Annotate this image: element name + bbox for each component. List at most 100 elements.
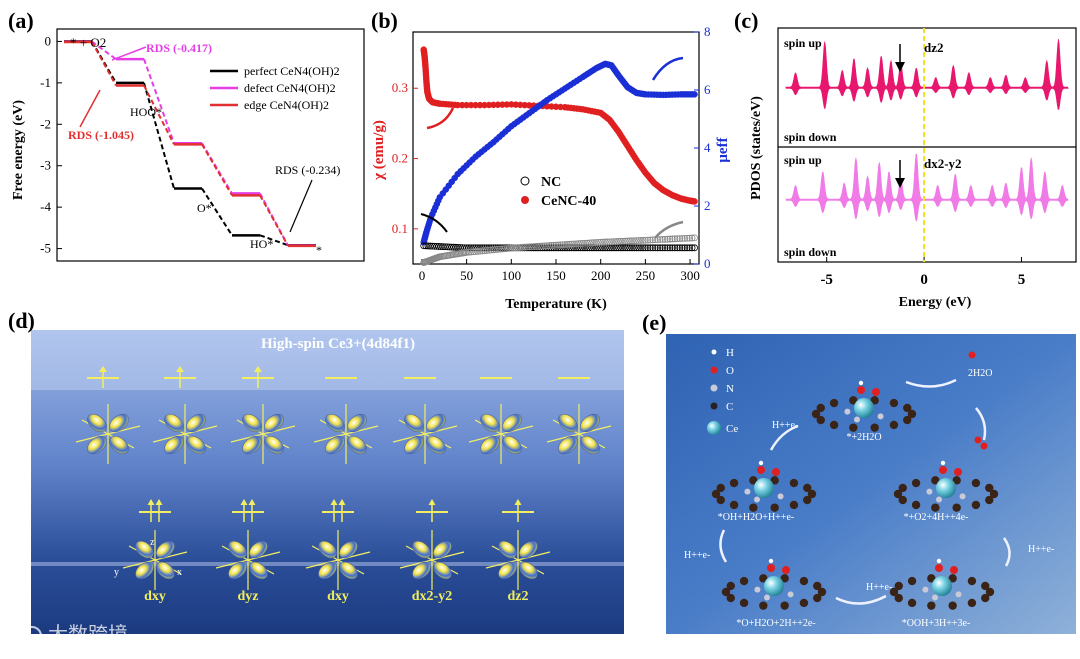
- data-point: [577, 240, 584, 247]
- x-tick-label-b: 200: [591, 268, 611, 283]
- data-point: [523, 243, 531, 251]
- orbital-lobe: [519, 561, 538, 580]
- spin-arrowhead: [514, 499, 522, 505]
- orbital-lobe: [412, 540, 431, 559]
- data-point: [639, 244, 647, 252]
- series-b: [420, 46, 698, 266]
- y-tick-label-a: -1: [40, 75, 51, 90]
- data-point: [550, 241, 558, 249]
- orbital-lobe: [135, 561, 154, 580]
- data-point: [521, 243, 529, 251]
- orbital-lobe: [242, 435, 262, 455]
- orbital-lobe: [156, 540, 175, 559]
- carbon-atom: [911, 500, 921, 510]
- orbital-bottom-label: dx2-y2: [924, 156, 962, 171]
- orbital-labels: dxy dyz dxy dx2-y2 dz2: [144, 589, 528, 604]
- x-axis-label-b: Temperature (K): [505, 297, 607, 312]
- carbon-atom: [789, 478, 799, 488]
- panel-d-svg: (d) High-spin Ce3+(4d84f1) z y x dxy dyz d…: [8, 308, 624, 634]
- data-point: [492, 244, 500, 252]
- energy-connector: [91, 41, 117, 87]
- data-point: [669, 235, 676, 243]
- y-axis-label-a: Free energy (eV): [11, 100, 26, 200]
- free-o2-oxygen: [974, 436, 982, 444]
- cycle-arrows: 2H2O H++e- H++e- H++e- H++e-: [684, 351, 1054, 605]
- carbon-atom: [829, 398, 839, 408]
- data-point: [539, 244, 546, 252]
- data-point: [541, 244, 549, 252]
- carbon-atom: [948, 601, 957, 610]
- orbital-lobe: [433, 561, 452, 580]
- data-point: [496, 245, 504, 253]
- data-point: [557, 241, 564, 249]
- carbon-atom: [894, 593, 903, 603]
- panel-e-label: (e): [642, 310, 666, 335]
- data-point: [498, 245, 506, 253]
- data-point: [503, 245, 511, 252]
- data-point: [641, 236, 649, 244]
- legend-edge: edge CeN4(OH)2: [244, 98, 329, 112]
- panel-d-sky: [31, 330, 624, 390]
- data-point: [664, 244, 671, 252]
- state-label: *+2H2O: [846, 432, 881, 443]
- cerium-atom: [754, 478, 774, 498]
- carbon-atom: [813, 581, 822, 591]
- nitrogen-atom: [753, 496, 760, 503]
- legend-perfect: perfect CeN4(OH)2: [244, 64, 340, 78]
- carbon-atom: [729, 500, 739, 510]
- data-point: [683, 244, 691, 252]
- data-point: [492, 246, 500, 253]
- carbon-atom: [759, 574, 768, 583]
- data-point: [666, 235, 674, 243]
- data-point: [688, 244, 696, 252]
- data-point: [570, 244, 578, 252]
- carbon-atom: [803, 495, 812, 505]
- watermark-text: 大数跨境: [48, 622, 128, 646]
- nitrogen-atom: [955, 591, 962, 598]
- data-point: [530, 243, 538, 251]
- y-right-tick-label-b: 8: [704, 24, 711, 39]
- legend-atom-label: Ce: [726, 423, 738, 435]
- data-point: [581, 239, 589, 247]
- data-point: [465, 244, 473, 252]
- orbital-lobe: [87, 435, 107, 455]
- orbital-model: [392, 404, 458, 464]
- data-point: [568, 240, 576, 248]
- data-point: [441, 243, 449, 251]
- carbon-atom: [927, 574, 936, 583]
- orbital-model: [75, 404, 141, 464]
- carbon-atom: [803, 483, 812, 493]
- energy-lines-a: [64, 40, 316, 248]
- orbital-lobe: [156, 561, 175, 580]
- y-tick-label-a: -4: [40, 199, 51, 214]
- data-point: [649, 236, 657, 244]
- data-point: [671, 244, 679, 252]
- spin-arrowhead: [155, 499, 163, 505]
- data-point: [536, 244, 544, 252]
- data-point: [561, 241, 569, 248]
- data-point: [686, 234, 694, 242]
- x-tick-label-b: 250: [636, 268, 656, 283]
- step-label: H++e-: [684, 550, 710, 561]
- y-left-tick-label-b: 0.1: [392, 221, 408, 236]
- legend-nc-marker: [520, 176, 530, 186]
- spin-up-top: spin up: [784, 36, 822, 50]
- arrow-blue: [651, 56, 684, 81]
- cerium-atom: [854, 398, 874, 418]
- data-point: [539, 242, 546, 250]
- carbon-atom: [829, 420, 839, 430]
- rds-label-3: RDS (-0.234): [275, 163, 340, 177]
- data-point: [428, 242, 436, 250]
- ticks-b: 0 50 100 150 200 250 300 0.1 0.2 0.3 0 2 4 6 8: [392, 24, 711, 283]
- data-point: [450, 243, 458, 251]
- nitrogen-atom: [935, 496, 942, 503]
- oxygen-atom: [757, 466, 765, 474]
- state-label: *OOH+3H++3e-: [902, 618, 971, 629]
- data-point: [599, 238, 607, 246]
- orbital-lobe: [347, 435, 367, 455]
- spin-arrowhead: [176, 366, 184, 372]
- state-label: *OH+H2O+H++e-: [718, 512, 794, 523]
- data-point: [673, 244, 681, 252]
- data-point: [554, 241, 562, 249]
- orbital-lobe: [339, 561, 358, 580]
